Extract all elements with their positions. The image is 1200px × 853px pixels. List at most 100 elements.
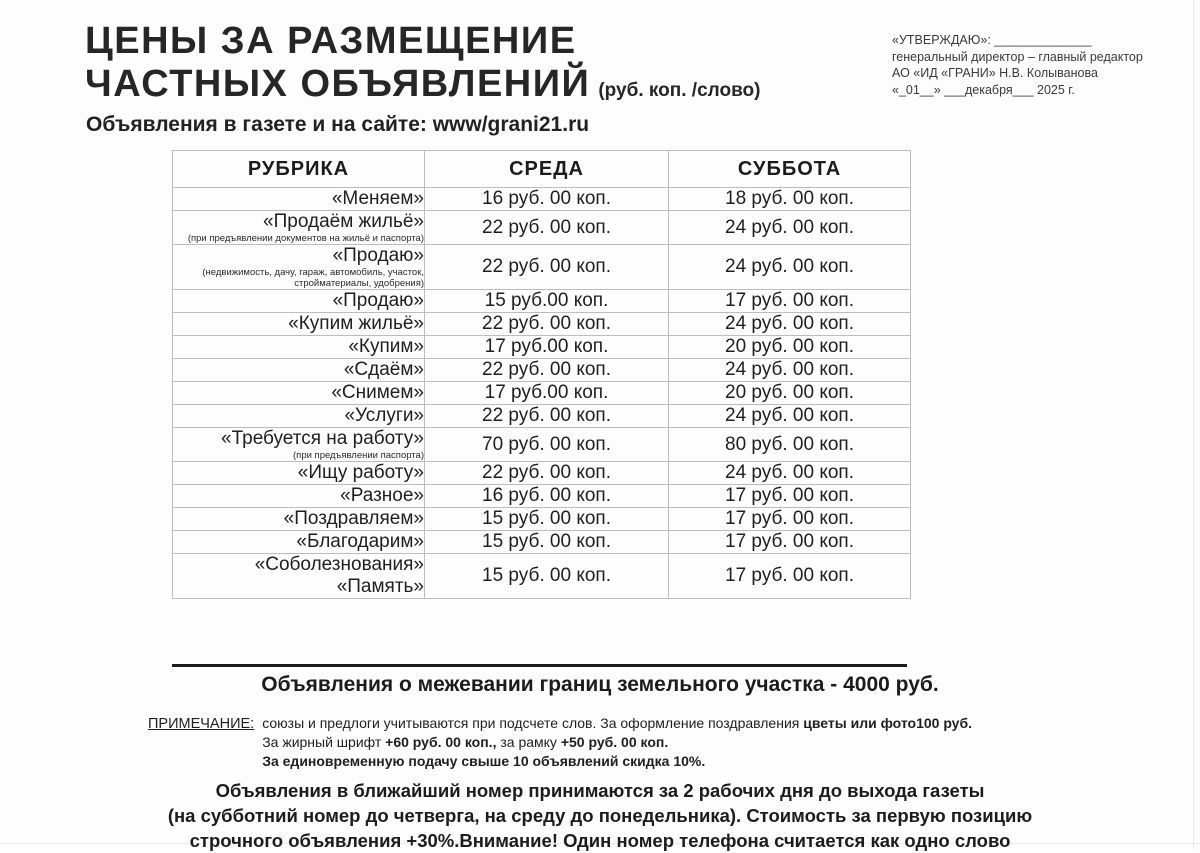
table-row: «Меняем» 16 руб. 00 коп. 18 руб. 00 коп.	[172, 187, 911, 211]
rubric-sublabel: (при предъявлении документов на жильё и …	[187, 233, 424, 244]
cell-price-saturday: 20 руб. 00 коп.	[668, 381, 911, 405]
cell-price-wednesday: 70 руб. 00 коп.	[424, 427, 669, 462]
cell-price-saturday: 18 руб. 00 коп.	[668, 187, 911, 211]
approval-line-2: генеральный директор – главный редактор	[892, 49, 1143, 64]
cell-rubric: «Продаём жильё» (при предъявлении докумен…	[172, 210, 425, 245]
cell-price-saturday: 80 руб. 00 коп.	[668, 427, 911, 462]
rubric-label: «Разное»	[340, 485, 424, 506]
rubric-sublabel: (при предъявлении паспорта)	[293, 450, 424, 461]
cell-price-wednesday: 22 руб. 00 коп.	[424, 312, 669, 336]
rubric-label: «Продаю»	[332, 290, 424, 311]
notes-line-1: союзы и предлоги учитываются при подсчет…	[262, 714, 1148, 733]
table-head: РУБРИКА СРЕДА СУББОТА	[172, 150, 911, 188]
cell-rubric: «Снимем»	[172, 381, 425, 405]
table-row: «Продаю» 15 руб.00 коп. 17 руб. 00 коп.	[172, 289, 911, 313]
notes-row: ПРИМЕЧАНИЕ: союзы и предлоги учитываются…	[148, 714, 1148, 771]
document-header: ЦЕНЫ ЗА РАЗМЕЩЕНИЕ ЧАСТНЫХ ОБЪЯВЛЕНИЙ (ру…	[0, 0, 1200, 145]
cell-price-saturday: 17 руб. 00 коп.	[668, 484, 911, 508]
rubric-label: «Снимем»	[331, 382, 424, 403]
page-edge-bottom	[0, 843, 1200, 844]
rubric-label: «Поздравляем»	[283, 508, 424, 529]
rubric-label: «Благодарим»	[296, 531, 424, 552]
cell-price-wednesday: 22 руб. 00 коп.	[424, 358, 669, 382]
table-row: «Поздравляем» 15 руб. 00 коп. 17 руб. 00 к…	[172, 507, 911, 531]
rubric-label-secondary: «Память»	[336, 576, 424, 597]
rubric-label: «Купим»	[348, 336, 424, 357]
cell-price-wednesday: 16 руб. 00 коп.	[424, 187, 669, 211]
cell-rubric: «Меняем»	[172, 187, 425, 211]
notes-line-2: За жирный шрифт +60 руб. 00 коп., за рам…	[262, 733, 1148, 752]
rubric-label: «Продаю»	[332, 245, 424, 266]
subtitle-website: Объявления в газете и на сайте: www/gran…	[86, 113, 590, 136]
notes-line-3: За единовременную подачу свыше 10 объявл…	[262, 753, 706, 769]
table-row: «Купим» 17 руб.00 коп. 20 руб. 00 коп.	[172, 335, 911, 359]
notes-line-2-plain-a: За жирный шрифт	[262, 734, 386, 750]
cell-rubric: «Ищу работу»	[172, 461, 425, 485]
cell-price-saturday: 24 руб. 00 коп.	[668, 312, 911, 336]
notes-section: ПРИМЕЧАНИЕ: союзы и предлоги учитываются…	[148, 714, 1148, 771]
cell-price-saturday: 24 руб. 00 коп.	[668, 210, 911, 245]
page-title: ЦЕНЫ ЗА РАЗМЕЩЕНИЕ ЧАСТНЫХ ОБЪЯВЛЕНИЙ (ру…	[85, 22, 885, 110]
rubric-label: «Продаём жильё»	[263, 211, 424, 232]
cell-price-wednesday: 22 руб. 00 коп.	[424, 210, 669, 245]
closing-line-2: (на субботний номер до четверга, на сред…	[167, 805, 1033, 826]
rubric-label: «Сдаём»	[343, 359, 424, 380]
table-row: «Услуги» 22 руб. 00 коп. 24 руб. 00 коп.	[172, 404, 911, 428]
title-line-1: ЦЕНЫ ЗА РАЗМЕЩЕНИЕ	[85, 20, 577, 62]
cell-price-saturday: 24 руб. 00 коп.	[668, 358, 911, 382]
notes-line-2-plain-b: за рамку	[496, 734, 561, 750]
table-row: «Требуется на работу» (при предъявлении п…	[172, 427, 911, 462]
cell-price-wednesday: 22 руб. 00 коп.	[424, 461, 669, 485]
table-row: «Разное» 16 руб. 00 коп. 17 руб. 00 коп.	[172, 484, 911, 508]
cell-price-saturday: 17 руб. 00 коп.	[668, 553, 911, 599]
rubric-label: «Ищу работу»	[297, 462, 424, 483]
cell-price-saturday: 20 руб. 00 коп.	[668, 335, 911, 359]
cell-rubric: «Продаю» (недвижимость, дачу, гараж, авто…	[172, 244, 425, 290]
cell-price-wednesday: 17 руб.00 коп.	[424, 335, 669, 359]
rubric-label: «Меняем»	[331, 188, 424, 209]
title-line-2: ЧАСТНЫХ ОБЪЯВЛЕНИЙ (руб. коп. /слово)	[85, 65, 885, 110]
column-header-saturday: СУББОТА	[668, 150, 911, 188]
land-survey-note: Объявления о межевании границ земельного…	[261, 673, 939, 696]
rubric-sublabel: (недвижимость, дачу, гараж, автомобиль, …	[202, 267, 424, 289]
cell-price-wednesday: 15 руб. 00 коп.	[424, 530, 669, 554]
approval-line-4: «_01__» ___декабря___ 2025 г.	[892, 82, 1075, 97]
cell-rubric: «Требуется на работу» (при предъявлении п…	[172, 427, 425, 462]
notes-line-2-bold-a: +60 руб. 00 коп.,	[385, 734, 497, 750]
rubric-label: «Купим жильё»	[288, 313, 424, 334]
price-table: РУБРИКА СРЕДА СУББОТА «Меняем» 16 руб. 00…	[172, 150, 911, 599]
cell-rubric: «Продаю»	[172, 289, 425, 313]
approval-block: «УТВЕРЖДАЮ»: ______________ генеральный …	[892, 32, 1182, 98]
cell-price-saturday: 24 руб. 00 коп.	[668, 244, 911, 290]
approval-line-3: АО «ИД «ГРАНИ» Н.В. Колыванова	[892, 66, 1098, 80]
approval-line-1: «УТВЕРЖДАЮ»: ______________	[892, 33, 1092, 47]
table-row: «Снимем» 17 руб.00 коп. 20 руб. 00 коп.	[172, 381, 911, 405]
cell-rubric: «Услуги»	[172, 404, 425, 428]
table-row: «Продаём жильё» (при предъявлении докумен…	[172, 210, 911, 245]
cell-price-wednesday: 15 руб. 00 коп.	[424, 553, 669, 599]
table-row: «Ищу работу» 22 руб. 00 коп. 24 руб. 00 ко…	[172, 461, 911, 485]
table-body: «Меняем» 16 руб. 00 коп. 18 руб. 00 коп. «П…	[172, 187, 911, 599]
closing-paragraph: Объявления в ближайший номер принимаются…	[0, 778, 1200, 853]
rubric-label: «Соболезнования»	[254, 554, 424, 575]
cell-rubric: «Купим»	[172, 335, 425, 359]
cell-price-wednesday: 15 руб.00 коп.	[424, 289, 669, 313]
cell-price-saturday: 24 руб. 00 коп.	[668, 404, 911, 428]
table-header-row: РУБРИКА СРЕДА СУББОТА	[172, 150, 911, 188]
title-line-2-text: ЧАСТНЫХ ОБЪЯВЛЕНИЙ	[85, 63, 591, 105]
table-row: «Благодарим» 15 руб. 00 коп. 17 руб. 00 ко…	[172, 530, 911, 554]
column-header-rubric: РУБРИКА	[172, 150, 425, 188]
cell-price-wednesday: 17 руб.00 коп.	[424, 381, 669, 405]
title-suffix: (руб. коп. /слово)	[598, 80, 761, 101]
cell-price-wednesday: 22 руб. 00 коп.	[424, 404, 669, 428]
cell-price-saturday: 17 руб. 00 коп.	[668, 530, 911, 554]
rubric-label: «Требуется на работу»	[221, 428, 424, 449]
closing-line-3: строчного объявления +30%.Внимание! Один…	[189, 830, 1011, 851]
cell-price-saturday: 17 руб. 00 коп.	[668, 289, 911, 313]
cell-price-wednesday: 22 руб. 00 коп.	[424, 244, 669, 290]
cell-price-saturday: 17 руб. 00 коп.	[668, 507, 911, 531]
table-row: «Соболезнования» «Память» 15 руб. 00 коп. 1…	[172, 553, 911, 599]
notes-body: союзы и предлоги учитываются при подсчет…	[262, 714, 1148, 771]
notes-line-1-plain: союзы и предлоги учитываются при подсчет…	[262, 715, 804, 731]
